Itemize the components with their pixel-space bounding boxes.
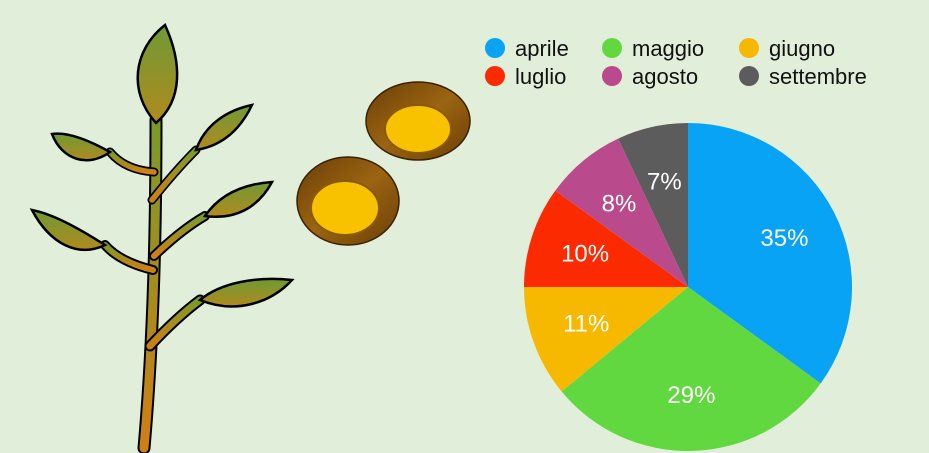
pie-chart [524, 123, 853, 452]
slice-label: 11% [563, 311, 609, 338]
legend-item: giugno [739, 36, 835, 61]
legend-item: settembre [739, 64, 867, 89]
legend-label: aprile [515, 36, 569, 61]
coin-upper [365, 81, 471, 161]
legend-item: agosto [602, 64, 698, 89]
legend-item: maggio [602, 36, 704, 61]
legend-swatch [602, 38, 622, 58]
pie-slice-aprile [688, 123, 853, 384]
slice-label: 7% [647, 168, 682, 195]
plant-icon [29, 23, 295, 453]
legend-label: agosto [632, 64, 698, 89]
legend-swatch [485, 38, 505, 58]
legend-swatch [739, 66, 759, 86]
legend-label: luglio [515, 64, 566, 89]
coin-lower [296, 156, 400, 246]
pie-slice-giugno [524, 287, 688, 392]
slice-label: 29% [667, 382, 715, 409]
slice-label: 8% [602, 191, 637, 218]
pie-slice-maggio [561, 287, 821, 452]
pie-slice-luglio [524, 190, 688, 287]
coins-icon [296, 81, 471, 246]
legend-swatch [485, 66, 505, 86]
chart-legend: aprile maggio giugno luglio agosto sette… [485, 36, 867, 89]
slice-label: 35% [760, 225, 808, 252]
pie-slice-settembre [618, 123, 688, 287]
legend-swatch [739, 38, 759, 58]
legend-item: luglio [485, 64, 566, 89]
legend-swatch [602, 66, 622, 86]
legend-label: maggio [632, 36, 704, 61]
slice-label: 10% [561, 241, 609, 268]
legend-label: settembre [769, 64, 867, 89]
legend-label: giugno [769, 36, 835, 61]
legend-item: aprile [485, 36, 569, 61]
pie-slice-agosto [555, 138, 688, 287]
pie-labels: 35% 29% 11% 10% 8% 7% [561, 168, 808, 409]
